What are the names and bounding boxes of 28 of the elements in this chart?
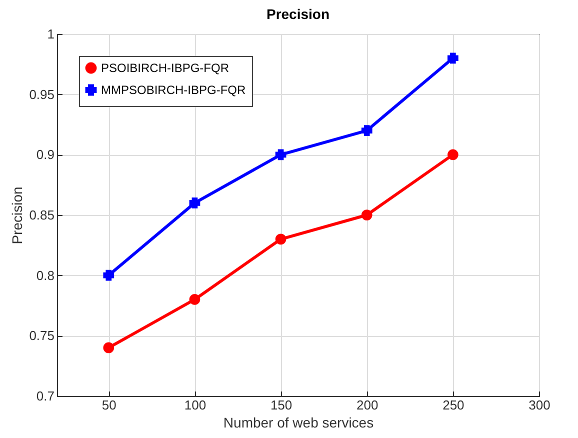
- point: [275, 234, 286, 245]
- point: [361, 210, 372, 220]
- x-tick-label: 300: [528, 398, 550, 412]
- x-axis-title: Number of web services: [223, 414, 374, 430]
- legend-label: MMPSOBIRCH-IBPG-FQR: [101, 83, 246, 97]
- y-tick-label: 0.8: [36, 268, 54, 283]
- y-tick-label: 0.75: [29, 328, 54, 344]
- x-tick-label: 150: [270, 398, 292, 412]
- point: [103, 342, 114, 354]
- point: [275, 149, 286, 160]
- y-tick-label: 0.95: [29, 86, 54, 102]
- x-tick-label: 50: [102, 398, 116, 412]
- x-tick-label: 200: [356, 398, 378, 412]
- point: [447, 52, 458, 64]
- x-tick-label: 250: [442, 398, 464, 412]
- x-tick-label: 100: [184, 398, 206, 412]
- y-tick-label: 1: [47, 26, 54, 42]
- point: [447, 149, 458, 160]
- chart-title: Precision: [266, 6, 330, 22]
- point: [189, 294, 200, 305]
- y-tick-label: 0.7: [36, 388, 54, 404]
- y-tick-label: 0.9: [36, 147, 54, 162]
- y-axis-title: Precision: [9, 186, 26, 244]
- point: [103, 270, 114, 281]
- point: [361, 125, 372, 136]
- y-tick-label: 0.85: [29, 208, 54, 222]
- point: [189, 198, 200, 208]
- legend-label: PSOIBIRCH-IBPG-FQR: [101, 61, 230, 75]
